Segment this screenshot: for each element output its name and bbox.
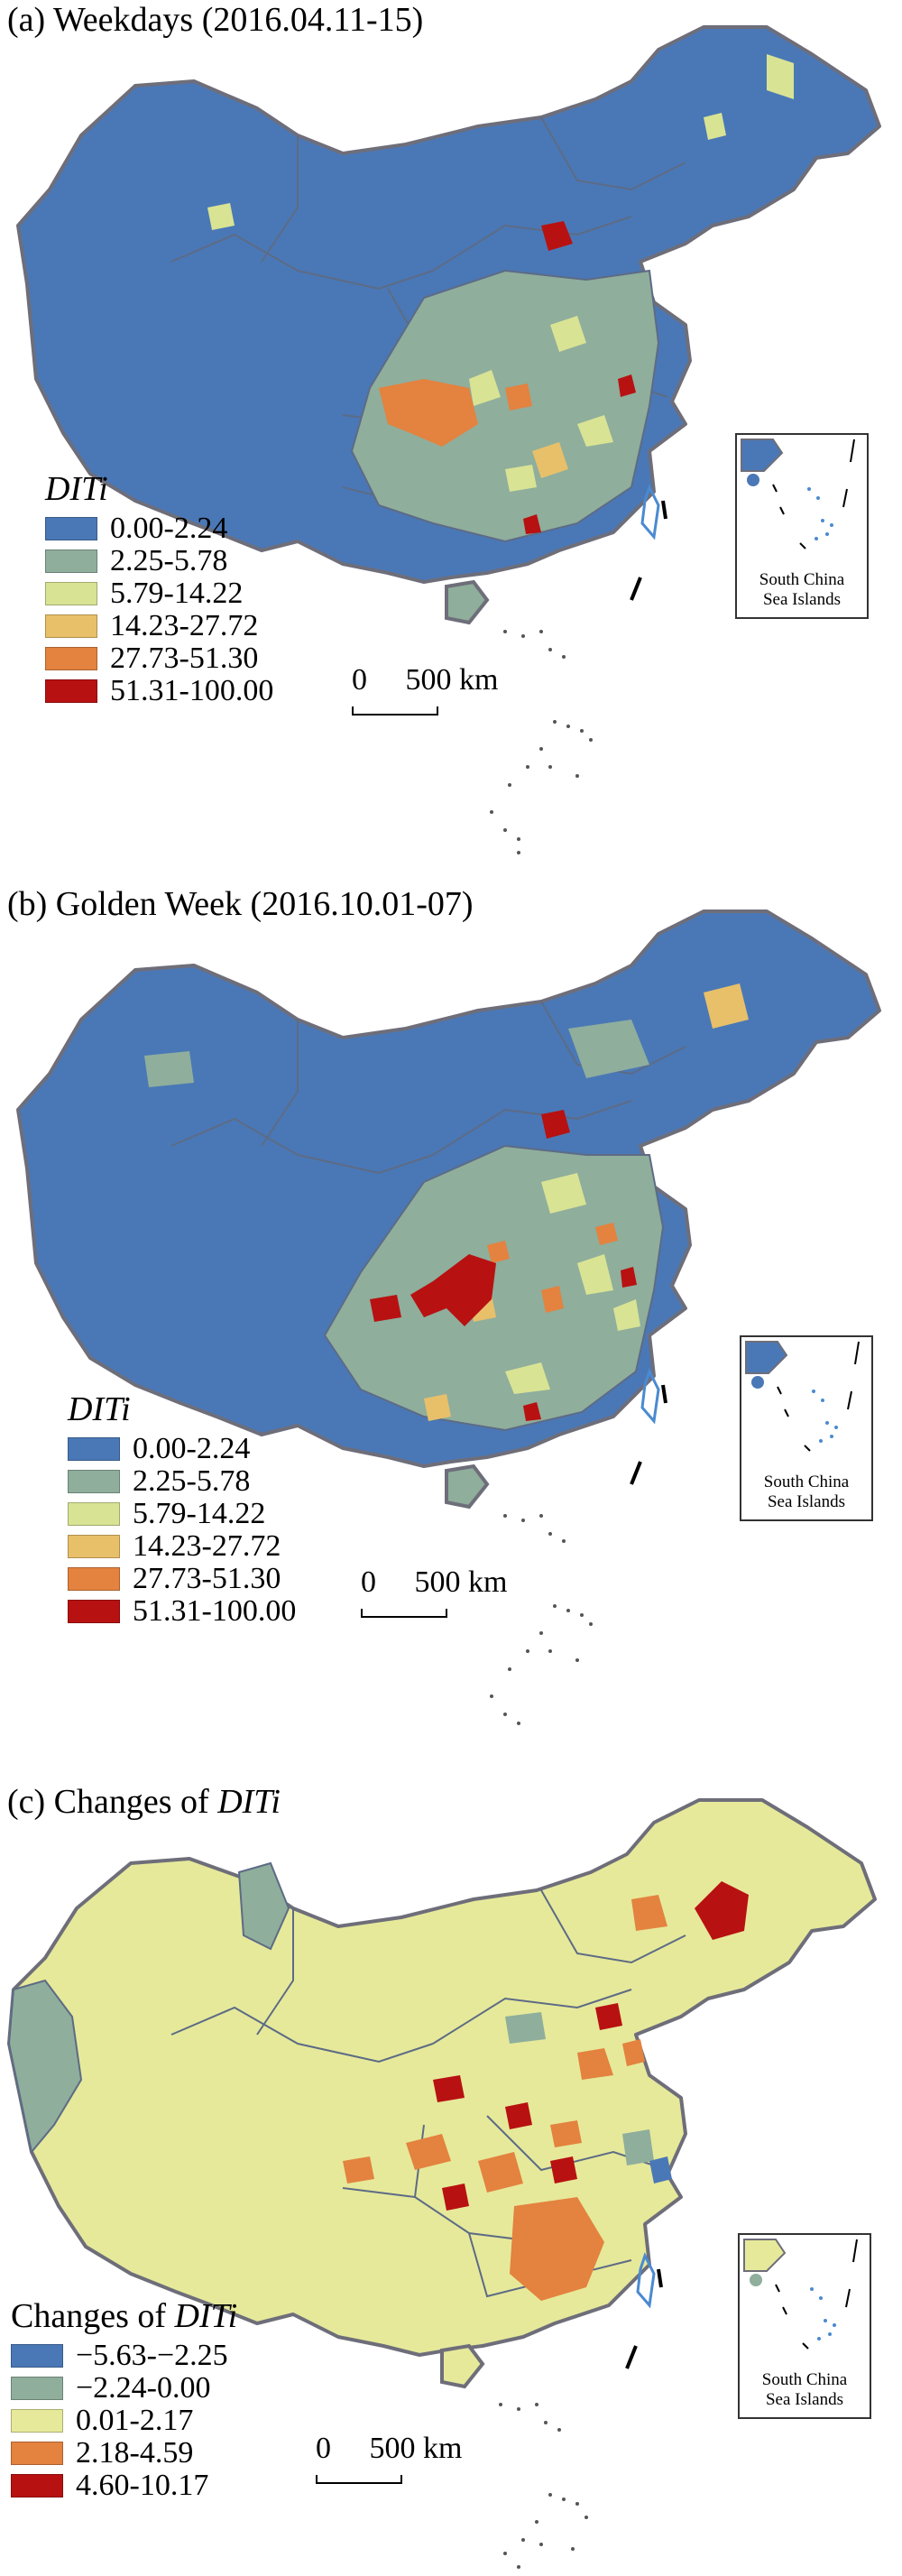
legend-item: 0.00-2.24 [68, 1432, 296, 1465]
hainan-island [440, 2343, 485, 2389]
legend-swatch [11, 2344, 63, 2368]
scale-line [316, 2475, 402, 2484]
china-map [7, 1798, 877, 2569]
nine-dash-line [630, 500, 667, 601]
inset-label: South China Sea Islands [761, 2370, 848, 2409]
legend-title: DITi [45, 470, 108, 508]
inset-map: South China Sea Islands [735, 433, 869, 619]
legend-swatch [68, 1470, 120, 1493]
scattered-islands [490, 1514, 593, 1725]
legend-item: 2.25-5.78 [68, 1464, 296, 1498]
legend-item: 2.25-5.78 [45, 544, 273, 577]
scale-bar: 0 500 km [352, 663, 498, 716]
legend-swatch [68, 1567, 120, 1591]
legend-item: −5.63-−2.25 [11, 2339, 237, 2372]
legend-item: 14.23-27.72 [45, 609, 273, 642]
china-map [16, 909, 881, 1725]
legend-swatch [68, 1600, 120, 1623]
legend-swatch [45, 679, 97, 703]
panel-title: (c) Changes of DITi [7, 1783, 281, 1821]
scale-bar: 0 500 km [361, 1565, 507, 1618]
nine-dash-line [630, 1384, 667, 1485]
inset-label: South China Sea Islands [763, 1473, 850, 1511]
legend-swatch [11, 2409, 63, 2433]
inset-map: South China Sea Islands [740, 1335, 873, 1521]
scale-bar: 0 500 km [316, 2432, 462, 2484]
legend-swatch [11, 2442, 63, 2465]
inset-label: South China Sea Islands [759, 570, 845, 609]
legend-title: DITi [68, 1390, 131, 1428]
scattered-islands [490, 630, 593, 854]
hainan-island [445, 1463, 490, 1510]
legend-swatch [11, 2474, 63, 2498]
taiwan-island [636, 2252, 656, 2309]
legend-item: 4.60-10.17 [11, 2469, 237, 2502]
panel-title: (b) Golden Week (2016.10.01-07) [7, 885, 474, 923]
legend-swatch [68, 1437, 120, 1461]
panel-weekdays: (a) Weekdays (2016.04.11-15) DITi 0.00-2… [0, 0, 902, 857]
legend-swatch [45, 517, 97, 540]
china-map [16, 25, 881, 854]
legend-item: 5.79-14.22 [45, 577, 273, 610]
legend: Changes of DITi −5.63-−2.25 −2.24-0.00 0… [11, 2296, 237, 2502]
region-patches [7, 1861, 749, 2301]
legend-item: 27.73-51.30 [68, 1562, 296, 1595]
legend: DITi 0.00-2.24 2.25-5.78 5.79-14.22 14.2… [68, 1390, 296, 1628]
legend-item: 51.31-100.00 [68, 1594, 296, 1628]
legend-item: 51.31-100.00 [45, 674, 273, 707]
hainan-island [445, 579, 490, 625]
legend-swatch [68, 1535, 120, 1558]
scale-line [352, 706, 438, 716]
panel-golden-week: (b) Golden Week (2016.10.01-07) DITi 0.0… [0, 884, 902, 1741]
legend-swatch [68, 1502, 120, 1526]
legend-item: 0.00-2.24 [45, 512, 273, 545]
inset-islands [741, 439, 855, 549]
china-outline [7, 1798, 877, 2357]
legend-item: −2.24-0.00 [11, 2371, 237, 2405]
inset-islands [745, 1341, 860, 1452]
region-patches [207, 54, 794, 543]
legend-swatch [45, 614, 97, 638]
legend-swatch [45, 582, 97, 605]
inset-islands [743, 2239, 858, 2350]
legend-swatch [45, 549, 97, 573]
nine-dash-line [625, 2268, 663, 2369]
legend: DITi 0.00-2.24 2.25-5.78 5.79-14.22 14.2… [45, 469, 273, 707]
panel-changes: (c) Changes of DITi Changes of DITi −5.6… [0, 1782, 902, 2576]
region-patches [144, 983, 749, 1432]
taiwan-island [640, 484, 660, 540]
legend-item: 0.01-2.17 [11, 2404, 237, 2437]
legend-item: 27.73-51.30 [45, 642, 273, 675]
legend-item: 14.23-27.72 [68, 1529, 296, 1563]
scattered-islands [499, 2403, 588, 2569]
legend-swatch [45, 647, 97, 670]
legend-item: 2.18-4.59 [11, 2436, 237, 2470]
legend-title: Changes of DITi [11, 2297, 238, 2335]
panel-title: (a) Weekdays (2016.04.11-15) [7, 1, 424, 39]
taiwan-island [640, 1368, 660, 1425]
inset-map: South China Sea Islands [738, 2233, 871, 2419]
legend-item: 5.79-14.22 [68, 1497, 296, 1530]
scale-line [361, 1609, 447, 1618]
legend-swatch [11, 2377, 63, 2400]
